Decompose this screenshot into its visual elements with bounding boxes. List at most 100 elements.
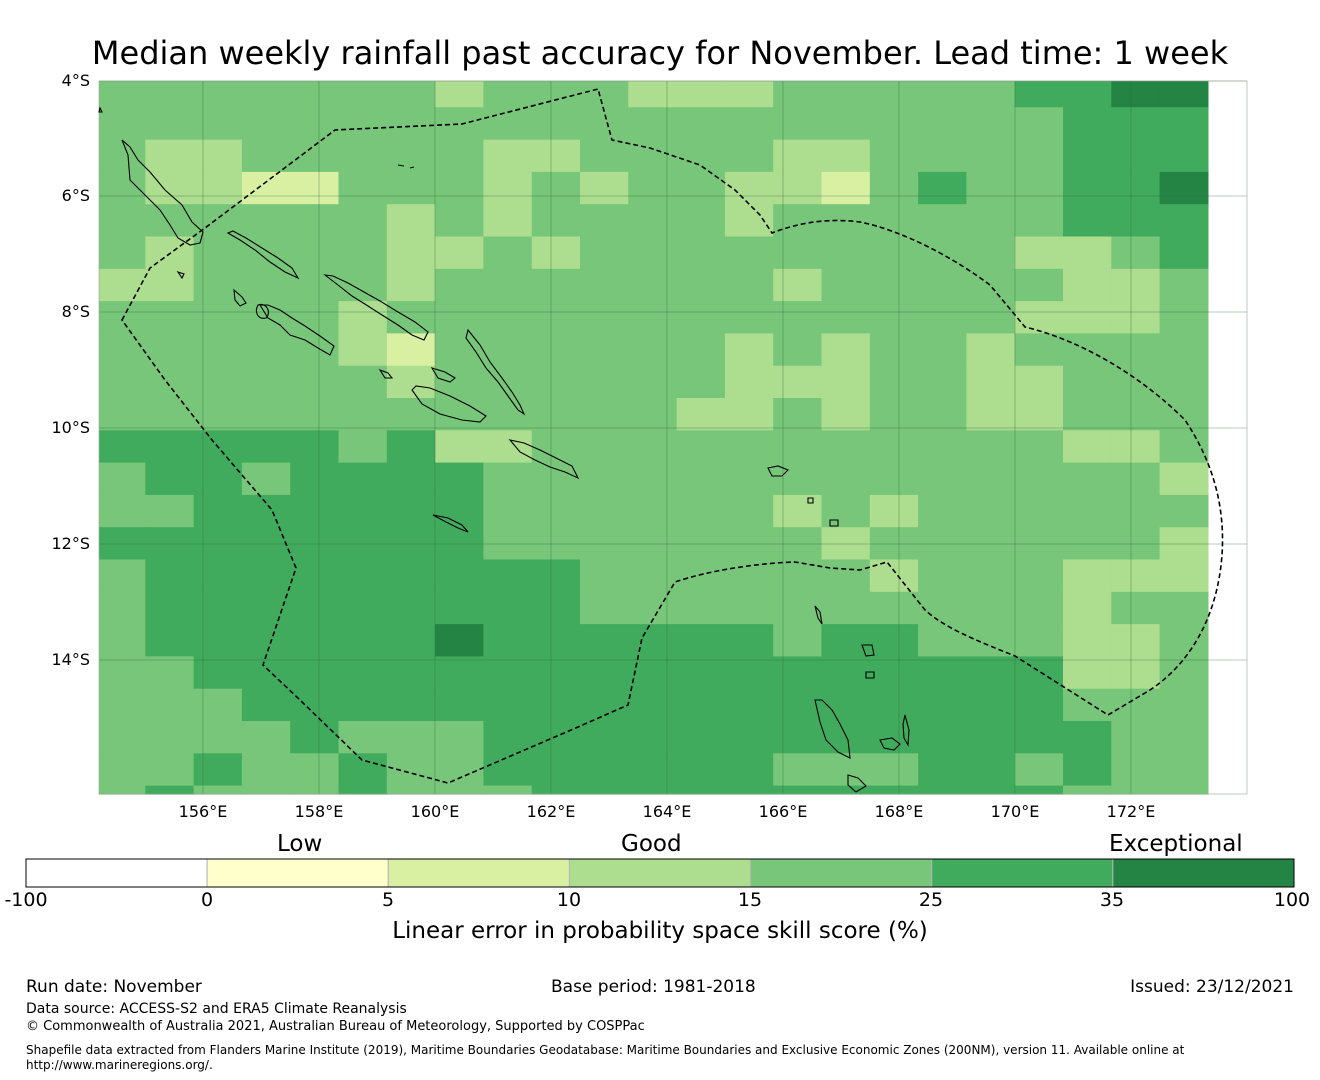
grid-cell [918,559,967,593]
grid-cell [1159,591,1209,625]
grid-cell [386,398,436,431]
grid-cell [386,559,436,593]
grid-cell [724,559,774,593]
grid-cell [99,398,146,431]
grid-cell [145,688,195,722]
grid-cell [628,301,678,334]
grid-cell [241,398,291,431]
grid-cell [676,527,726,561]
marineregions-link: http://www.marineregions.org/. [26,1058,213,1072]
grid-cell [435,107,484,141]
grid-cell [869,462,919,496]
grid-cell [1159,333,1209,367]
grid-cell [1063,753,1112,787]
grid-cell [1111,81,1161,108]
grid-cell [338,559,388,593]
colorbar-tick: 35 [1099,889,1125,911]
grid-cell [1014,81,1064,108]
espiritu-santo-island [814,699,851,759]
lat-label-14s: 14°S [51,650,90,669]
grid-cell [338,462,388,496]
lon-label-162e: 162°E [526,802,576,821]
grid-cell [435,624,484,657]
grid-cell [773,785,823,795]
grid-cell [918,236,967,270]
grid-cell [435,268,484,302]
grid-cell [1111,139,1161,173]
grid-cell [773,268,823,302]
grid-cell [580,527,629,561]
grid-cell [193,236,243,270]
grid-cell [99,107,146,141]
grid-cell [145,559,195,593]
grid-cell [241,365,291,399]
grid-cell [435,688,484,722]
grid-cell [773,398,823,431]
grid-cell [676,268,726,302]
grid-cell [1014,139,1064,173]
grid-cell [918,591,967,625]
grid-cell [869,559,919,593]
grid-cell [435,527,484,561]
grid-cell [386,494,436,528]
grid-cell [628,688,678,722]
colorbar-segment [1112,858,1295,888]
colorbar-segment [206,858,389,888]
grid-cell [821,236,871,270]
grid-cell [290,721,340,754]
grid-cell [338,301,388,334]
grid-cell [290,462,340,496]
new-georgia-island [259,304,335,356]
efate-island [847,774,867,793]
grid-cell [724,494,774,528]
grid-cell [918,81,967,108]
grid-cell [966,139,1016,173]
grid-cell [869,268,919,302]
grid-cell [580,333,629,367]
lon-label-166e: 166°E [758,802,808,821]
grid-cell [531,591,581,625]
santa-isabel-island [323,274,429,341]
malaita-island [465,328,526,416]
grid-cell [869,365,919,399]
grid-cell [773,139,823,173]
grid-cell [531,656,581,690]
legend-category-good: Good [621,831,682,857]
grid-cell [483,236,533,270]
grid-cell [1063,527,1112,561]
grid-cell [724,721,774,754]
grid-cell [918,721,967,754]
makira-island [508,439,580,480]
grid-cell [1063,171,1112,205]
grid-cell [1014,333,1064,367]
grid-cell [338,365,388,399]
grid-cell [99,624,146,657]
grid-cell [483,398,533,431]
grid-cell [241,591,291,625]
grid-cell [676,107,726,141]
grid-cell [1159,398,1209,431]
grid-cell [1159,171,1209,205]
grid-cell [1014,301,1064,334]
grid-cell [145,785,195,795]
grid-cell [1014,688,1064,722]
grid-cell [145,462,195,496]
grid-cell [773,527,823,561]
grid-cell [676,753,726,787]
grid-cell [193,462,243,496]
colorbar-outline [25,858,1295,888]
grid-cell [580,365,629,399]
grid-cell [580,656,629,690]
grid-cell [483,333,533,367]
reef-island [807,497,814,504]
grid-cell [338,656,388,690]
grid-cell [773,656,823,690]
grid-cell [1111,204,1161,238]
grid-cell [1014,462,1064,496]
grid-cell [435,81,484,108]
grid-cell [869,236,919,270]
colorbar-segment [568,858,752,888]
grid-cell [724,785,774,795]
grid-cell [918,656,967,690]
grid-cell [145,301,195,334]
